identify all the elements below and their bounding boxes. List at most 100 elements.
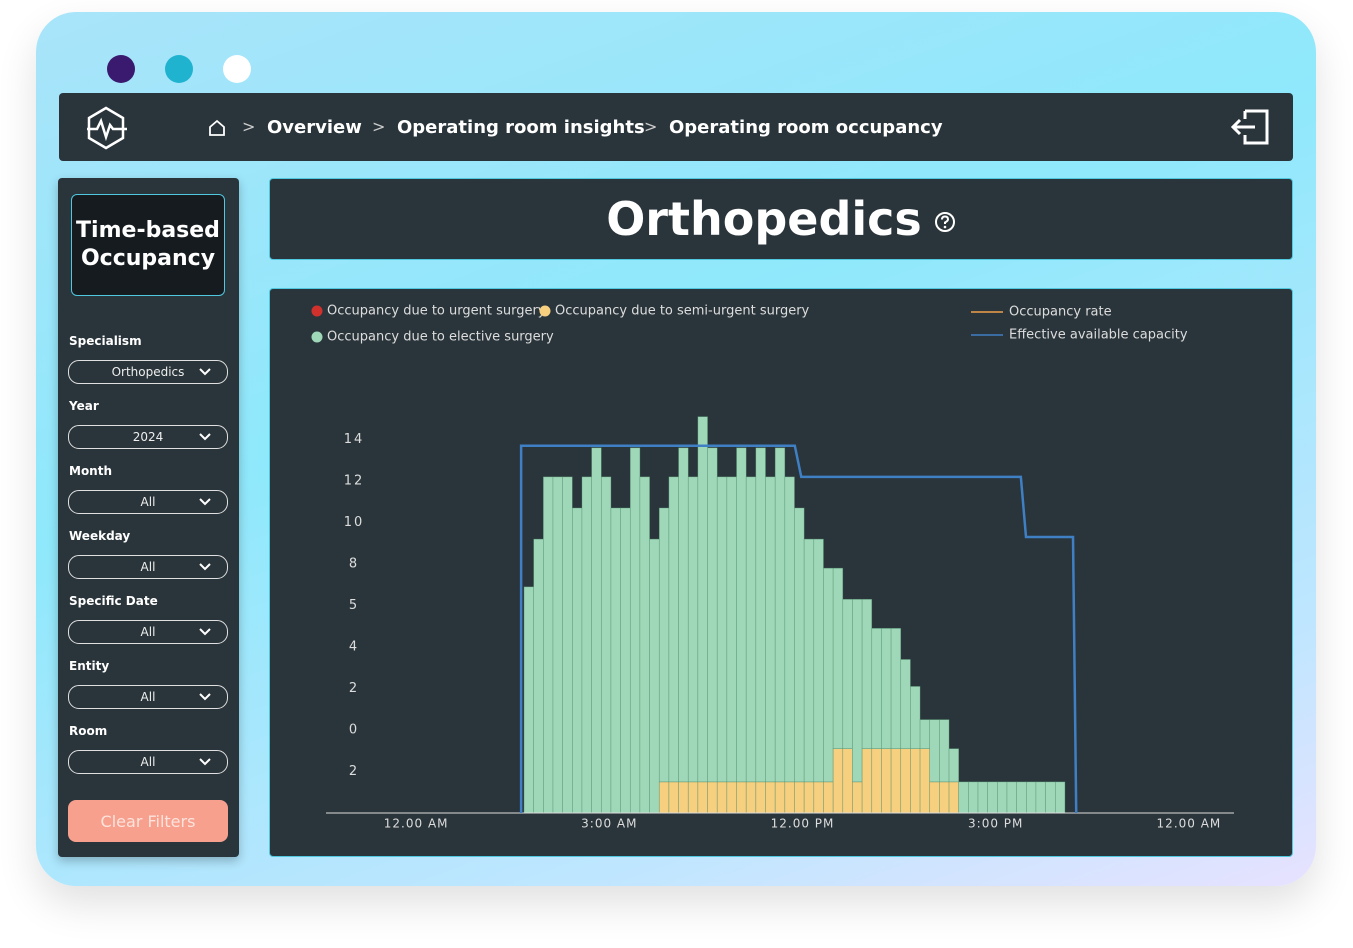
bar-segment	[842, 598, 853, 749]
x-tick-label: 3:00 PM	[968, 817, 1023, 831]
breadcrumb[interactable]: Overview	[267, 117, 362, 138]
bar-segment	[890, 628, 902, 749]
legend-swatch	[311, 305, 323, 317]
bar-segment	[707, 781, 718, 814]
bar-segment	[610, 507, 621, 814]
bar-segment	[948, 748, 960, 783]
bar-segment	[948, 781, 960, 814]
filter-dropdown[interactable]: 2024	[68, 425, 228, 449]
bar-segment	[977, 781, 988, 814]
y-tick-label: 14	[344, 432, 365, 447]
bar-segment	[687, 781, 699, 814]
breadcrumb[interactable]: Operating room insights	[397, 117, 645, 138]
bar-segment	[784, 476, 795, 783]
bar-segment	[803, 781, 815, 814]
bar-segment	[678, 781, 689, 814]
bar-segment	[832, 567, 844, 749]
bar-segment	[572, 507, 583, 814]
bar-segment	[716, 781, 728, 814]
bar-segment	[697, 781, 708, 814]
legend-label: Occupancy rate	[1009, 305, 1112, 320]
bar-segment	[1006, 781, 1017, 814]
capacity-line	[519, 444, 1078, 814]
filter-label: Month	[69, 464, 113, 478]
filter-dropdown[interactable]: All	[68, 490, 228, 514]
bar-segment	[823, 567, 834, 783]
bar-segment	[726, 476, 737, 783]
bar-segment	[668, 781, 679, 814]
separator: >	[242, 117, 256, 136]
bar-segment	[890, 748, 902, 814]
filter-label: Weekday	[69, 529, 131, 543]
breadcrumb: Operating room occupancy	[669, 117, 943, 138]
filter-value: All	[140, 755, 156, 769]
chevron	[199, 693, 211, 701]
bar-segment	[581, 476, 592, 814]
separator: >	[644, 117, 658, 136]
filter-dropdown[interactable]: All	[68, 750, 228, 774]
y-tick-label: 12	[344, 474, 365, 489]
bar-segment	[832, 748, 844, 814]
bar-segment	[755, 781, 766, 814]
y-tick-label: 2	[349, 681, 359, 696]
bar-segment	[678, 447, 689, 783]
filter-value: 2024	[132, 430, 164, 444]
filter-value: All	[140, 495, 156, 509]
window-dot	[223, 55, 251, 83]
bar-segment	[813, 781, 824, 814]
y-tick-label: 5	[349, 598, 359, 613]
bar-segment	[958, 781, 969, 814]
bar-segment	[861, 748, 873, 814]
bar-segment	[552, 476, 563, 814]
bar-segment	[755, 447, 766, 783]
legend-swatch	[311, 331, 323, 343]
bar-segment	[707, 447, 718, 783]
chart-panel: 14 12 10 8 5 4 2 0 2 12.00 AM 3:00 AM 12.00 PM 3:00 …	[269, 288, 1293, 857]
filter-label: Year	[69, 399, 99, 413]
chevron	[199, 433, 211, 441]
filter-label: Room	[69, 724, 108, 738]
bar-segment	[533, 538, 544, 814]
bar-segment	[649, 538, 660, 814]
bar-segment	[871, 748, 882, 814]
filter-value: Orthopedics	[111, 365, 185, 379]
bar-segment	[1035, 781, 1046, 814]
filter-dropdown[interactable]: All	[68, 620, 228, 644]
bar-segment	[620, 507, 631, 814]
x-tick-label: 3:00 AM	[581, 817, 637, 831]
bar-segment	[823, 781, 834, 814]
logo[interactable]	[83, 105, 129, 151]
bar-segment	[939, 781, 950, 814]
bar-segment	[600, 476, 612, 814]
clear-filters-button[interactable]: Clear Filters	[68, 800, 228, 842]
filter-dropdown[interactable]: All	[68, 555, 228, 579]
bar-segment	[745, 781, 757, 814]
chart: 14 12 10 8 5 4 2 0 2 12.00 AM 3:00 AM 12.00 PM 3:00 …	[311, 304, 1234, 831]
bar-segment	[1026, 781, 1037, 814]
filter-dropdown[interactable]: Orthopedics	[68, 360, 228, 384]
y-tick-label: 10	[344, 515, 365, 530]
bar-segment	[523, 586, 534, 814]
bar-segment	[929, 719, 940, 783]
bar-segment	[736, 447, 747, 783]
home-icon[interactable]	[207, 118, 227, 138]
help-icon[interactable]	[934, 211, 956, 233]
bar-segment	[852, 781, 863, 814]
chevron	[199, 563, 211, 571]
bar-segment	[745, 476, 757, 783]
filter-value: All	[140, 560, 156, 574]
bar-segment	[842, 748, 853, 814]
filter-value: All	[140, 690, 156, 704]
chevron	[199, 758, 211, 766]
bar-segment	[726, 781, 737, 814]
sidebar-title: Time-based Occupancy	[71, 194, 225, 296]
x-tick-label: 12.00 AM	[384, 817, 449, 831]
filter-dropdown[interactable]: All	[68, 685, 228, 709]
bar-segment	[562, 476, 573, 814]
logout-icon[interactable]	[1229, 107, 1271, 147]
bar-segment	[1016, 781, 1027, 814]
bar-segment	[910, 686, 921, 749]
bar-segment	[997, 781, 1008, 814]
window-dot	[107, 55, 135, 83]
filter-label: Specialism	[69, 334, 142, 348]
